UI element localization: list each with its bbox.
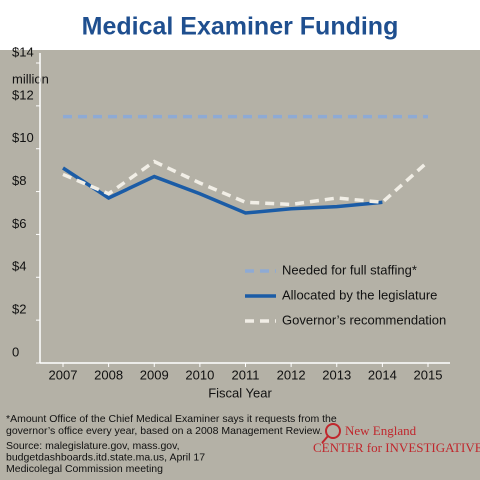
x-tick-label: 2011 [232, 367, 260, 382]
legend-label: Needed for full staffing* [282, 262, 417, 277]
y-tick-label: $6 [12, 216, 26, 231]
x-tick-label: 2015 [414, 367, 443, 382]
x-tick-label: 2007 [49, 367, 78, 382]
series-line [62, 159, 430, 207]
x-tick-label: 2008 [94, 367, 123, 382]
footnote: *Amount Office of the Chief Medical Exam… [6, 413, 337, 425]
y-tick-label: $10 [12, 130, 34, 145]
logo-icon-handle [321, 435, 329, 444]
chart-title: Medical Examiner Funding [82, 13, 399, 41]
footnote: governor’s office every year, based on a… [6, 425, 322, 437]
series-line [62, 166, 383, 215]
title-band [0, 0, 480, 50]
x-axis-title: Fiscal Year [208, 385, 272, 400]
y-tick-label: $14 [12, 44, 34, 59]
x-tick-label: 2009 [140, 367, 169, 382]
x-tick-label: 2010 [185, 367, 214, 382]
y-unit: million [12, 71, 49, 86]
y-tick-label: $12 [12, 87, 34, 102]
x-tick-label: 2014 [368, 367, 397, 382]
logo-bottom: CENTER for INVESTIGATIVE REPORTING [313, 440, 480, 455]
y-tick-label: $2 [12, 302, 26, 317]
source: Source: malegislature.gov, mass.gov, [6, 440, 180, 452]
y-tick-label: $8 [12, 173, 26, 188]
logo-icon [325, 423, 341, 439]
legend-label: Allocated by the legislature [282, 287, 437, 302]
legend-label: Governor’s recommendation [282, 312, 446, 327]
x-tick-label: 2013 [322, 367, 351, 382]
source: Medicolegal Commission meeting [6, 463, 163, 475]
y-tick-label: $4 [12, 259, 26, 274]
x-tick-label: 2012 [277, 367, 306, 382]
logo-top: New England [345, 423, 417, 438]
source: budgetdashboards.itd.state.ma.us, April … [6, 451, 205, 463]
y-tick-label: 0 [12, 344, 19, 359]
